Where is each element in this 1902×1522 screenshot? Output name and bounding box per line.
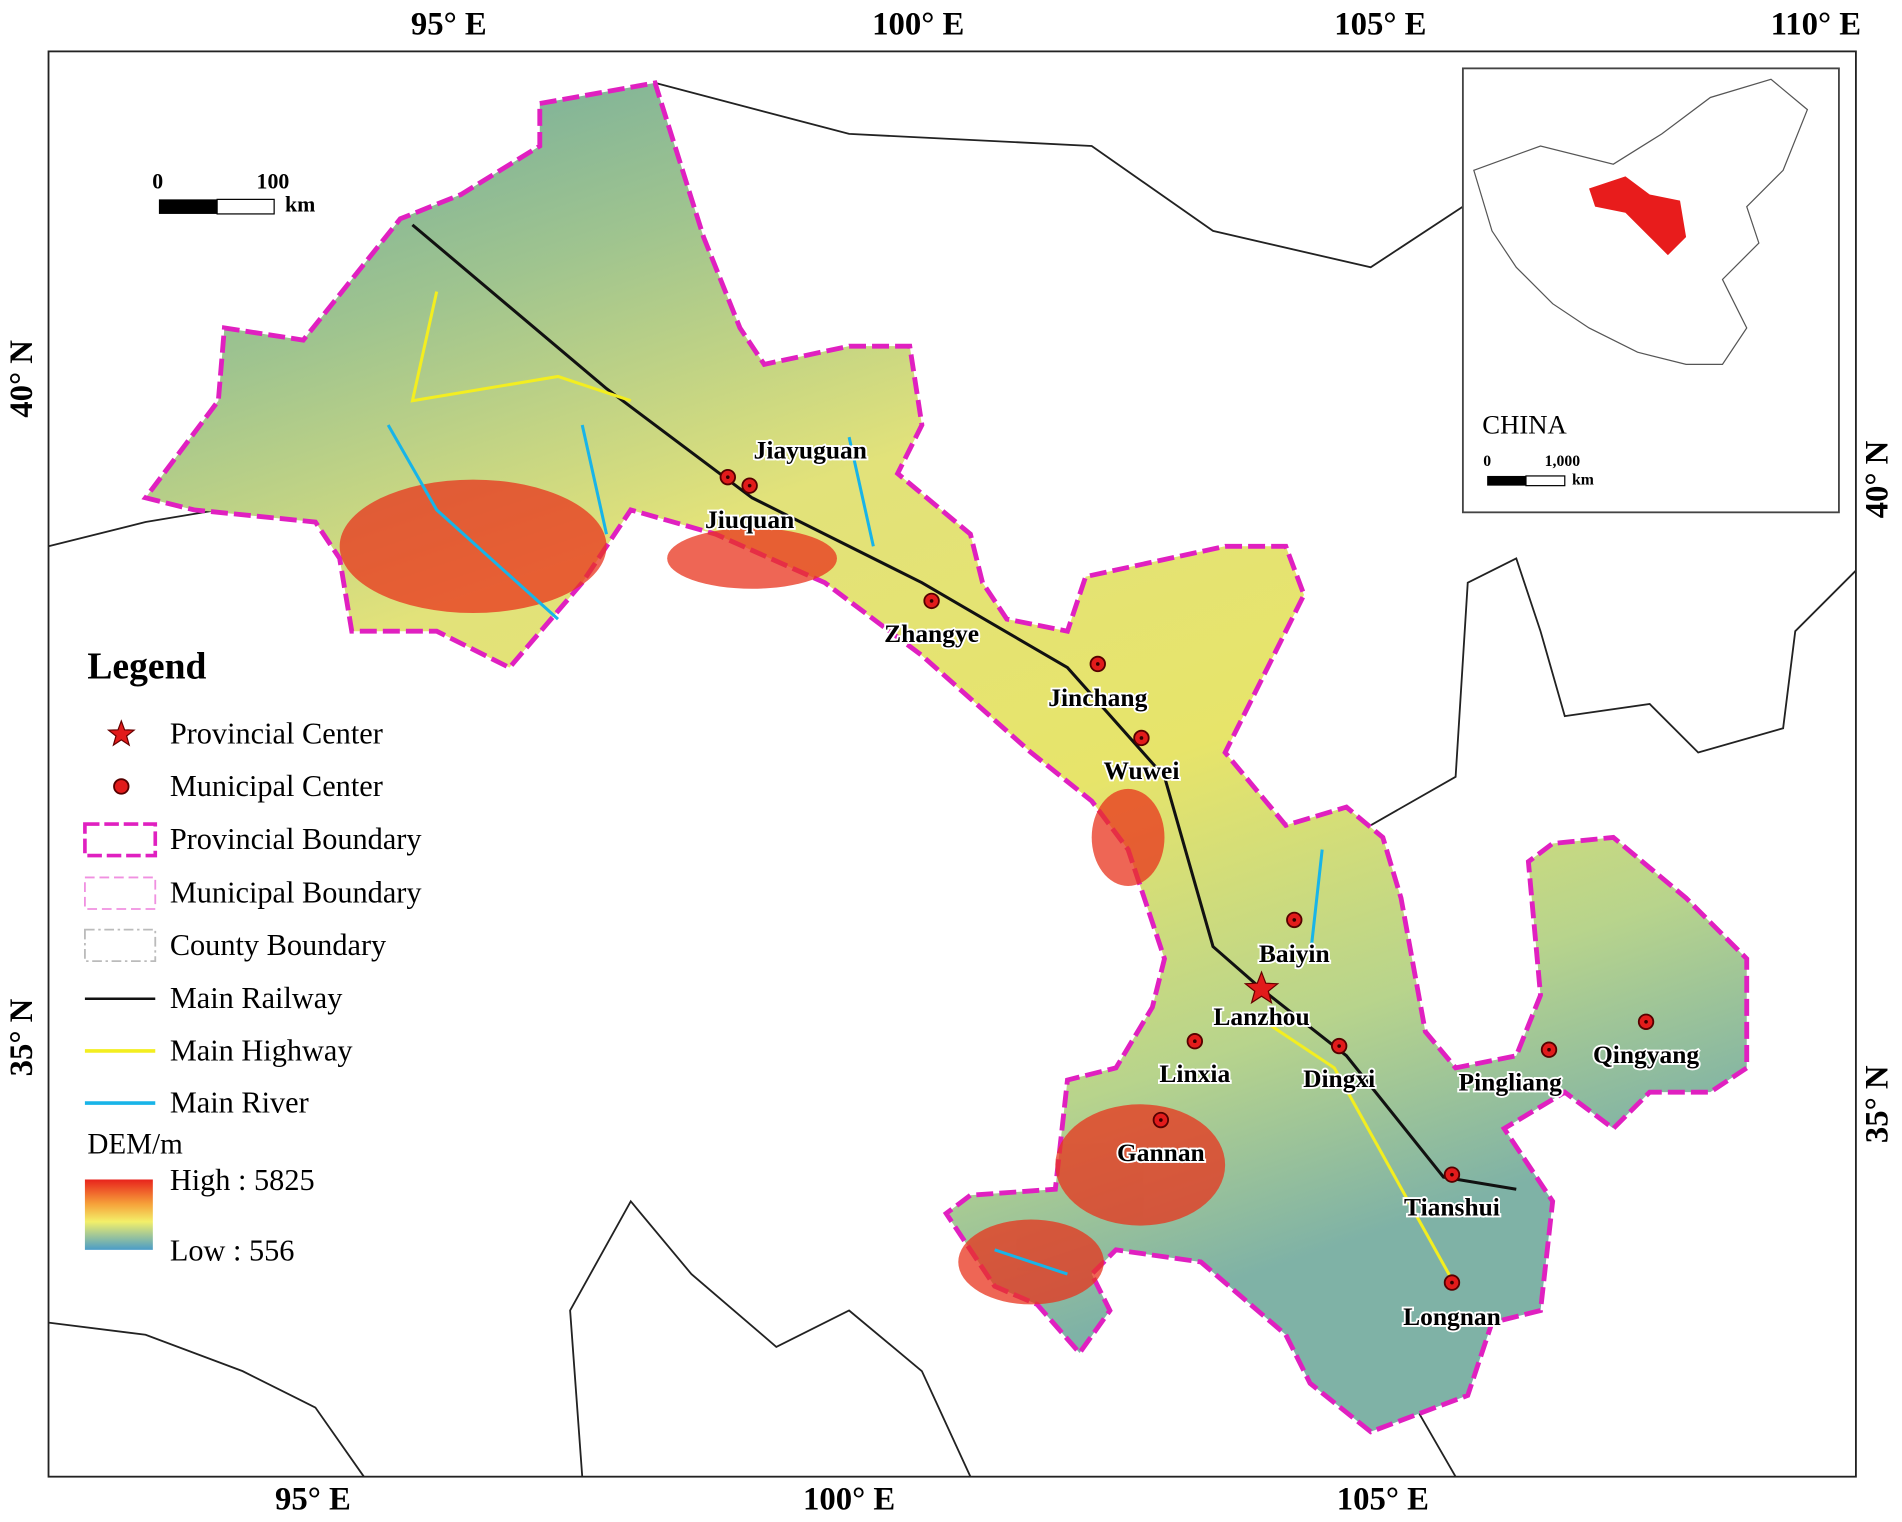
cities: Jiayuguan Jiuquan Zhangye Jinchang Wuwei Baiy… <box>703 434 1701 1333</box>
graticule-label: 40° N <box>1860 440 1896 518</box>
inset-title: CHINA <box>1482 410 1567 440</box>
city-label: Jinchang <box>1048 683 1147 712</box>
legend: Legend DEM/m High : 5825 Low : 556 Provi… <box>83 646 423 1267</box>
dem-ramp <box>84 1179 153 1250</box>
inset-scale-label: 0 <box>1483 453 1491 470</box>
inset-scale-label: 1,000 <box>1545 453 1581 470</box>
graticule-label: 110° E <box>1771 7 1861 43</box>
legend-label: Main Highway <box>170 1033 354 1067</box>
graticule-label: 100° E <box>803 1482 895 1518</box>
province <box>141 80 1750 1435</box>
inset-scale-segment <box>1525 475 1566 487</box>
graticule-label: 95° E <box>411 7 487 43</box>
city-label: Baiyin <box>1259 939 1330 968</box>
municipal-center-dot <box>1095 662 1100 666</box>
legend-label: Main River <box>170 1085 309 1119</box>
legend-symbol <box>84 928 157 963</box>
legend-label: Provincial Boundary <box>170 822 423 856</box>
scale-label: 0 <box>152 170 163 194</box>
municipal-center-dot <box>1450 1172 1454 1177</box>
city-label: Gannan <box>1117 1138 1205 1167</box>
municipal-center-dot <box>1139 736 1144 740</box>
legend-symbol <box>106 719 136 747</box>
graticule-label: 95° E <box>275 1482 351 1518</box>
legend-title: Legend <box>87 646 206 688</box>
municipal-center-dot <box>1159 1118 1163 1122</box>
graticule-label: 105° E <box>1337 1482 1429 1518</box>
legend-symbol <box>84 876 157 910</box>
frame <box>47 50 1857 1478</box>
municipal-center-dot <box>1644 1019 1648 1024</box>
inset: CHINA 0 1,000 km <box>1461 67 1840 514</box>
municipal-center-dot <box>747 483 752 488</box>
city-label: Lanzhou <box>1213 1002 1309 1031</box>
scale-segment <box>216 198 275 215</box>
graticule-label: 105° E <box>1334 7 1426 43</box>
graticule-label: 100° E <box>872 7 964 43</box>
graticule-label: 40° N <box>4 340 40 418</box>
country-borders <box>48 82 1857 1478</box>
legend-symbol <box>83 822 158 858</box>
inset-scale-segment <box>1487 475 1526 486</box>
graticule-label: 35° N <box>1860 1065 1896 1143</box>
scale-unit: km <box>285 193 315 217</box>
legend-label: Municipal Boundary <box>170 876 423 910</box>
city-label: Wuwei <box>1103 756 1179 785</box>
municipal-center-dot <box>1337 1044 1341 1048</box>
city-label: Linxia <box>1159 1059 1230 1088</box>
legend-label: Municipal Center <box>170 769 383 803</box>
municipal-center-dot <box>929 599 934 603</box>
city-label: Tianshui <box>1404 1193 1500 1222</box>
legend-label: County Boundary <box>170 928 387 962</box>
inset-gansu <box>1589 176 1687 256</box>
dem-high: High : 5825 <box>170 1163 315 1197</box>
scale-bar: 0 100 km <box>152 170 315 217</box>
legend-symbol <box>113 778 130 795</box>
graticule: 95° E 100° E 105° E 110° E 95° E 100° E 105° E… <box>4 7 1896 1518</box>
dem-low: Low : 556 <box>170 1233 295 1267</box>
graticule-label: 35° N <box>4 998 40 1076</box>
city-label: Pingliang <box>1459 1068 1563 1097</box>
scale-segment <box>158 199 218 214</box>
city-label: Longnan <box>1403 1302 1501 1331</box>
municipal-center-dot <box>1192 1039 1197 1044</box>
inset-scale-unit: km <box>1572 471 1594 488</box>
city-label: Jiuquan <box>705 505 794 534</box>
municipal-center-dot <box>1547 1047 1551 1052</box>
city-label: Zhangye <box>884 619 979 648</box>
city-label: Dingxi <box>1303 1064 1375 1093</box>
legend-label: Provincial Center <box>170 717 383 751</box>
scale-label: 100 <box>257 170 290 194</box>
municipal-center-dot <box>1450 1280 1454 1285</box>
legend-label: Main Railway <box>170 981 343 1015</box>
provincial-center <box>1243 970 1280 1005</box>
dem-title: DEM/m <box>87 1128 183 1160</box>
city-label: Qingyang <box>1593 1040 1699 1069</box>
municipal-center-dot <box>1292 918 1297 922</box>
city-label: Jiayuguan <box>754 436 867 465</box>
municipal-center-dot <box>725 475 730 479</box>
